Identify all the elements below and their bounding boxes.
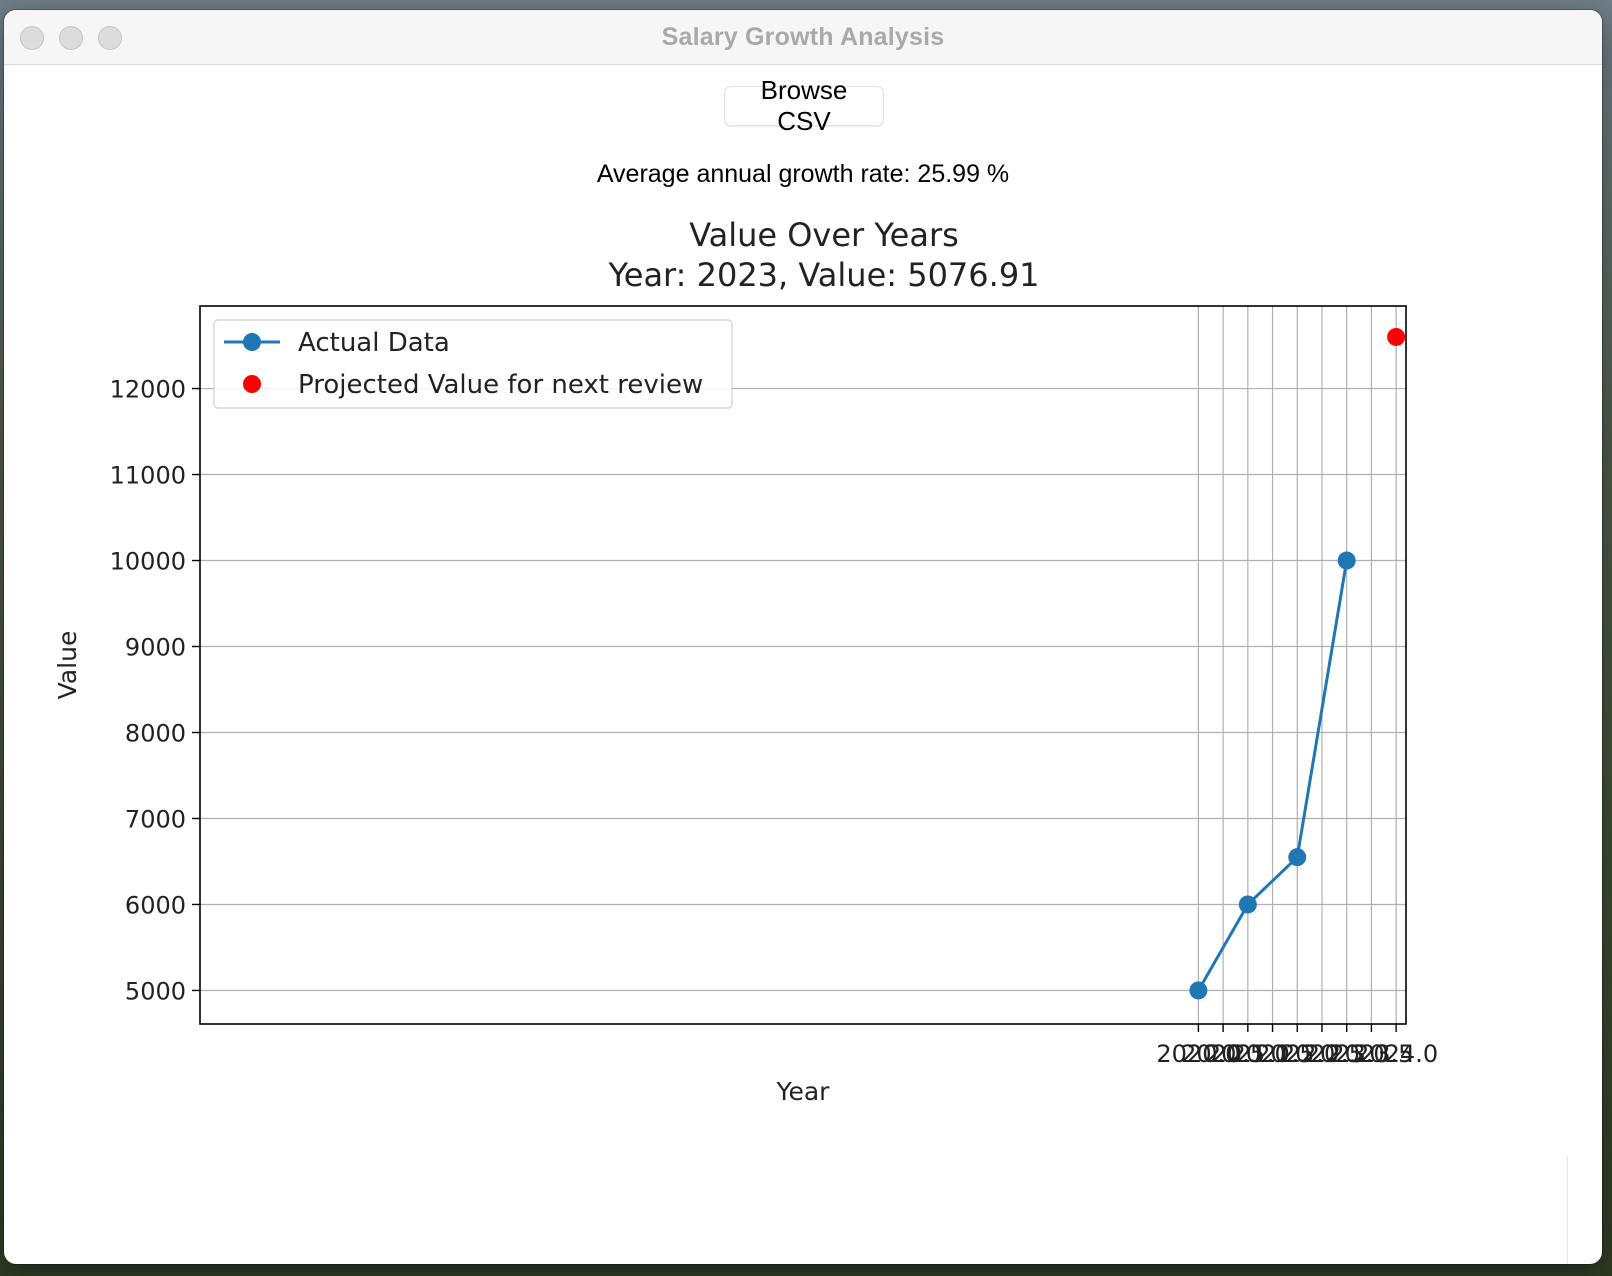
y-tick-label: 11000: [110, 462, 186, 490]
window-edge-divider: [1567, 1156, 1568, 1264]
x-tick-label: 2024.0: [1354, 1040, 1438, 1068]
y-tick-label: 5000: [125, 977, 186, 1005]
legend-projected-label: Projected Value for next review: [298, 370, 703, 400]
x-tick-label: 2022.5: [1280, 1040, 1364, 1068]
app-window: Salary Growth Analysis Browse CSV Averag…: [4, 10, 1602, 1264]
legend-actual-label: Actual Data: [298, 328, 450, 358]
x-tick-label: 2021.0: [1206, 1040, 1290, 1068]
chart-legend: Actual Data Projected Value for next revi…: [213, 319, 733, 409]
window-title: Salary Growth Analysis: [661, 23, 945, 51]
y-tick-label: 6000: [125, 891, 186, 919]
y-tick-label: 10000: [110, 548, 186, 576]
growth-rate-label: Average annual growth rate: 25.99 %: [596, 160, 1010, 188]
x-tick-label: 2022.0: [1255, 1040, 1339, 1068]
close-window-button[interactable]: [20, 26, 44, 50]
value-over-years-chart: Value Over Years Year: 2023, Value: 5076…: [53, 216, 1438, 1106]
zoom-window-button[interactable]: [98, 26, 122, 50]
y-axis-label: Value: [53, 631, 82, 700]
actual-data-point: [1288, 848, 1307, 867]
x-axis-label: Year: [776, 1077, 831, 1106]
legend-projected-marker-swatch: [243, 375, 261, 393]
legend-box: [213, 319, 733, 409]
y-tick-label: 12000: [110, 376, 186, 404]
chart-subtitle: Year: 2023, Value: 5076.91: [607, 256, 1039, 294]
x-tick-label: 2020.5: [1181, 1040, 1265, 1068]
actual-data-point: [1238, 895, 1257, 914]
chart-title: Value Over Years: [689, 216, 959, 254]
actual-data-line: [1197, 560, 1349, 992]
title-bar: Salary Growth Analysis: [4, 10, 1602, 65]
plot-frame: [199, 305, 1407, 1025]
y-tick-label: 8000: [125, 720, 186, 748]
x-tick-label: 2020.0: [1156, 1040, 1240, 1068]
projected-value-point: [1387, 327, 1406, 346]
x-tick-label: 2023.5: [1329, 1040, 1413, 1068]
actual-data-point: [1189, 981, 1208, 1000]
actual-data-point: [1337, 551, 1356, 570]
browse-csv-button[interactable]: Browse CSV: [724, 75, 884, 136]
minimize-window-button[interactable]: [59, 26, 83, 50]
x-tick-label: 2023.0: [1305, 1040, 1389, 1068]
y-tick-label: 7000: [125, 805, 186, 833]
y-tick-label: 9000: [125, 634, 186, 662]
x-tick-label: 2021.5: [1231, 1040, 1315, 1068]
legend-actual-marker-swatch: [243, 333, 261, 351]
